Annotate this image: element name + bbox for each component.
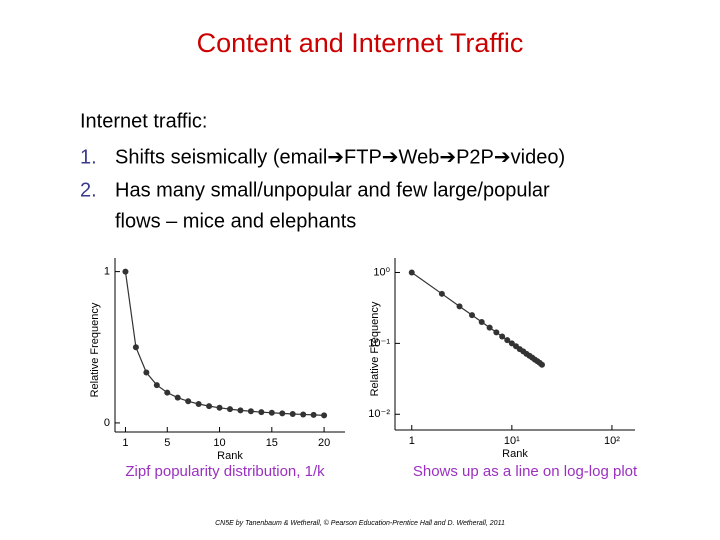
- point: [289, 410, 296, 417]
- point: [504, 337, 511, 344]
- item-text: Has many small/unpopular and few large/p…: [115, 179, 550, 201]
- x-tick-label: 1: [409, 435, 415, 447]
- x-axis-label: Rank: [217, 450, 243, 462]
- y-tick-label: 10⁻²: [368, 408, 390, 420]
- point: [227, 406, 233, 413]
- item-text: flows – mice and elephants: [115, 210, 356, 232]
- y-axis-label: Relative Frequency: [369, 301, 381, 396]
- point: [300, 411, 307, 418]
- point: [185, 398, 192, 405]
- y-tick-label: 0: [104, 417, 110, 429]
- point: [538, 361, 545, 368]
- x-tick-label: 5: [164, 437, 170, 449]
- item-number: 2.: [80, 179, 97, 201]
- footer: CN5E by Tanenbaum & Wetherall, © Pearson…: [215, 519, 505, 527]
- point: [456, 303, 463, 310]
- point: [206, 403, 213, 410]
- series-line: [124, 271, 325, 416]
- x-tick-label: 10²: [604, 435, 620, 447]
- point: [279, 410, 286, 417]
- point: [438, 290, 445, 297]
- x-tick-label: 15: [266, 437, 278, 449]
- point: [310, 411, 317, 418]
- point: [258, 409, 265, 416]
- point: [237, 407, 244, 414]
- point: [216, 404, 223, 411]
- y-axis-label: Relative Frequency: [89, 302, 101, 397]
- x-axis-label: Rank: [502, 448, 528, 460]
- point: [486, 324, 493, 331]
- slide-title: Content and Internet Traffic: [197, 28, 524, 58]
- point: [469, 312, 476, 319]
- x-tick-label: 10: [213, 437, 225, 449]
- intro: Internet traffic:: [80, 110, 207, 132]
- point: [268, 409, 275, 416]
- point: [195, 401, 202, 408]
- y-tick-label: 1: [104, 266, 110, 278]
- y-tick-label: 10⁻¹: [368, 337, 390, 349]
- point: [153, 382, 160, 389]
- point: [493, 329, 500, 336]
- item-number: 1.: [80, 146, 97, 168]
- x-tick-label: 10¹: [504, 435, 520, 447]
- point: [247, 408, 254, 415]
- point: [132, 344, 139, 351]
- point: [174, 394, 181, 401]
- point: [499, 333, 506, 340]
- x-tick-label: 20: [318, 437, 330, 449]
- x-tick-label: 1: [122, 437, 128, 449]
- y-tick-label: 10⁰: [373, 266, 390, 278]
- point: [408, 269, 415, 276]
- point: [321, 412, 328, 419]
- caption: Shows up as a line on log-log plot: [413, 463, 638, 480]
- item-text: Shifts seismically (email➔FTP➔Web➔P2P➔vi…: [115, 146, 565, 168]
- point: [164, 389, 171, 396]
- point: [478, 319, 485, 326]
- point: [122, 268, 129, 275]
- caption: Zipf popularity distribution, 1/k: [125, 463, 325, 480]
- point: [143, 369, 150, 376]
